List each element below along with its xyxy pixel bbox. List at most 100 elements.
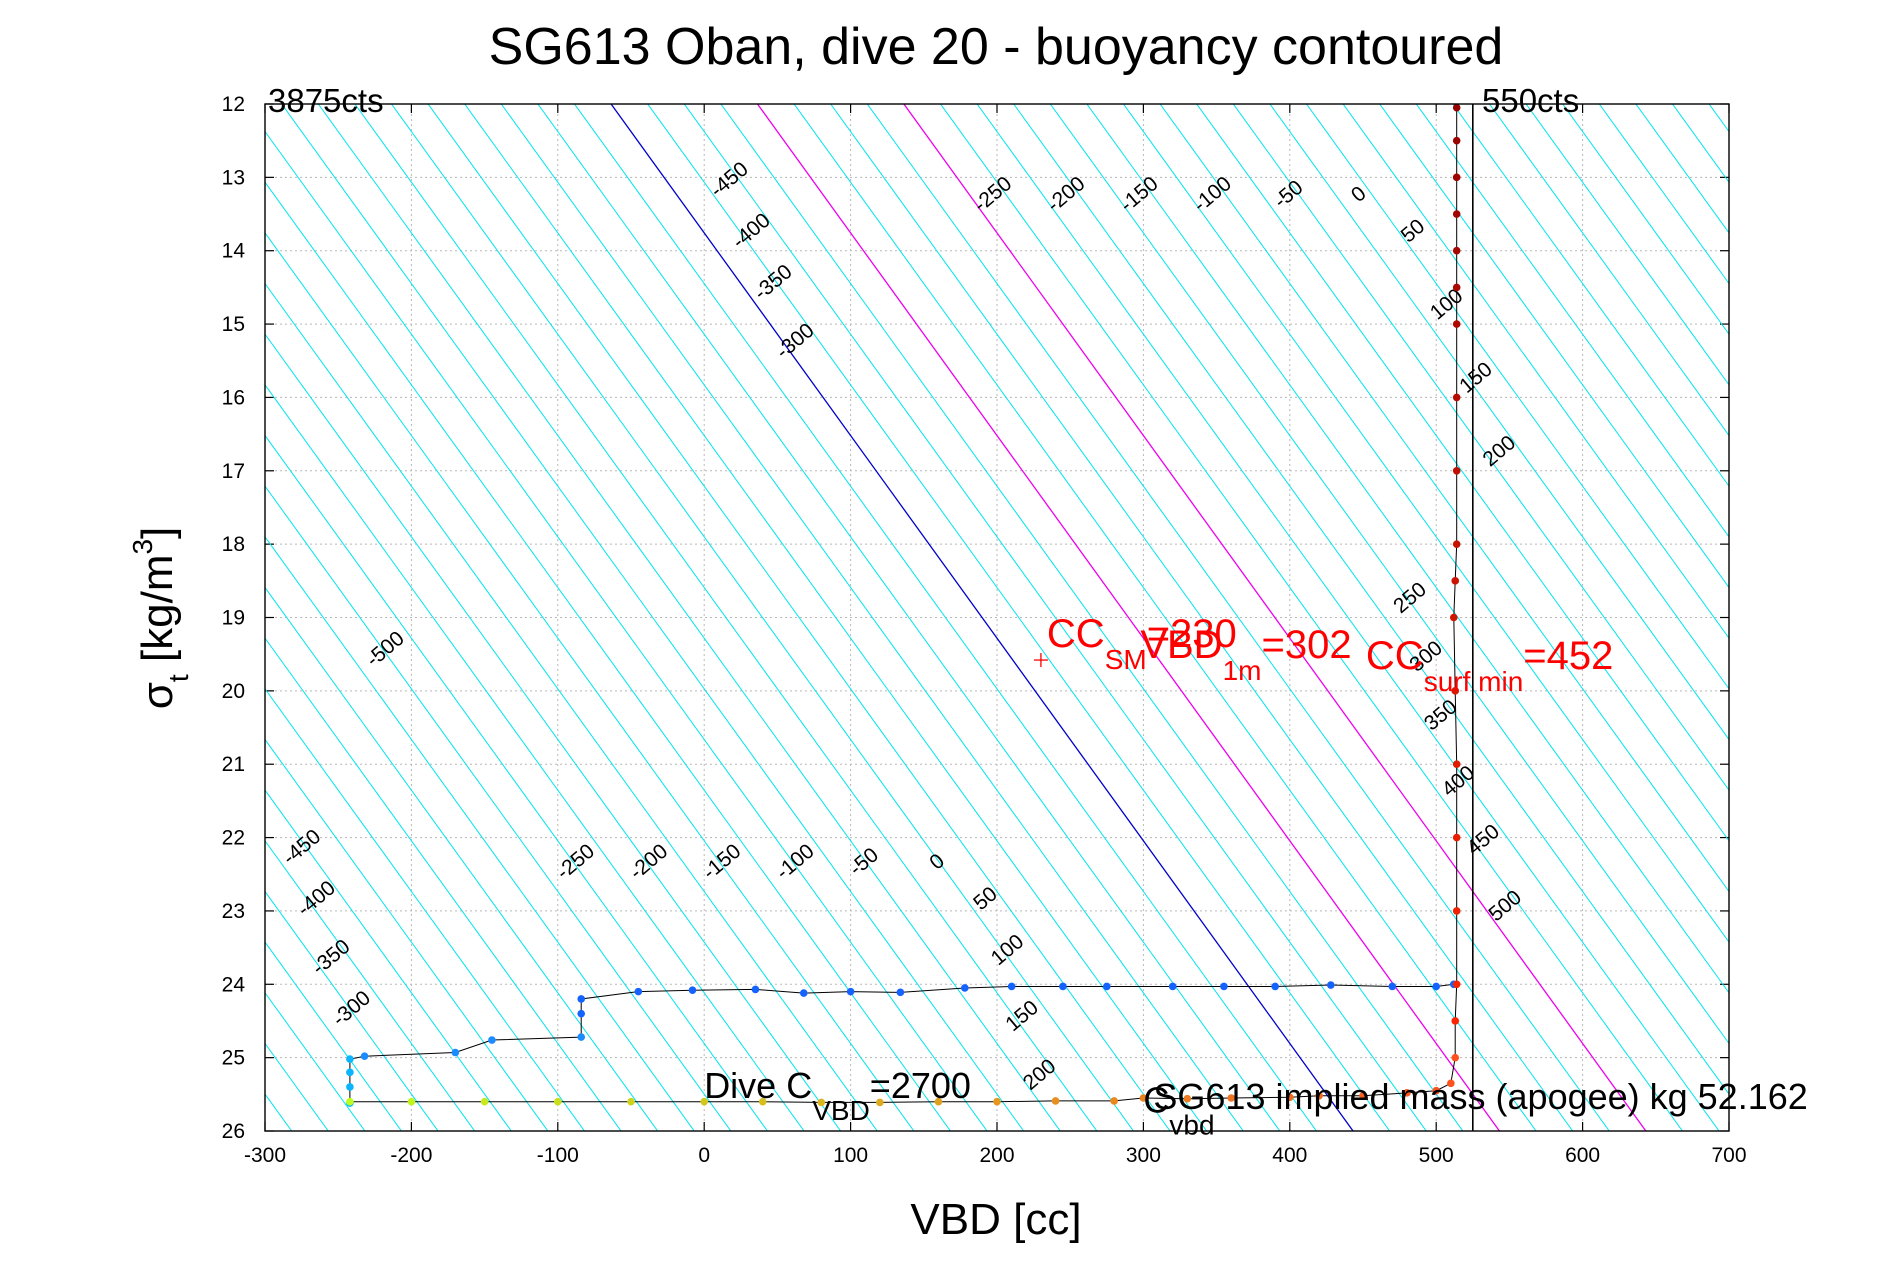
data-point xyxy=(1227,1094,1236,1102)
series-line xyxy=(349,107,1458,1103)
contour-line xyxy=(0,31,235,1205)
contour-line xyxy=(0,31,88,1205)
x-tick-labels: -300 -200 -100 0 100 200 300 400 500 600 700 xyxy=(244,1144,1747,1167)
contour-line xyxy=(756,104,1501,1131)
data-point xyxy=(1452,833,1461,842)
data-point xyxy=(1220,982,1228,991)
contour-line xyxy=(1766,31,1891,1205)
data-point xyxy=(627,1097,635,1106)
contour-line xyxy=(265,485,732,1131)
contour-line xyxy=(903,104,1647,1131)
contour-line xyxy=(265,839,476,1131)
chart-title: SG613 Oban, dive 20 - buoyancy contoured xyxy=(489,18,1504,76)
contour-line xyxy=(1802,31,1891,1205)
cc-sm-annotation: CCSM=230 xyxy=(1047,612,1237,675)
data-point xyxy=(1451,687,1460,695)
contour-line xyxy=(1049,104,1729,1045)
data-point xyxy=(1432,982,1440,991)
contour-line xyxy=(1876,31,1891,1205)
data-point xyxy=(1059,982,1067,991)
data-point xyxy=(1271,982,1279,991)
y-tick-label: 21 xyxy=(222,753,245,776)
plot-frame xyxy=(264,103,1730,1132)
contour-line xyxy=(1525,104,1729,386)
data-point xyxy=(896,988,905,997)
contour-line xyxy=(720,104,1464,1131)
y-tick-label: 25 xyxy=(222,1047,245,1070)
contour-line xyxy=(939,104,1684,1131)
contour-line xyxy=(265,789,512,1131)
data-point xyxy=(577,1033,586,1041)
c-vbd-annotation: Cvbd xyxy=(1143,1080,1214,1141)
contour-label: 150 xyxy=(1001,996,1043,1036)
x-tick-label: 600 xyxy=(1565,1144,1600,1167)
contour-label: -200 xyxy=(625,840,672,885)
contour-label: -150 xyxy=(698,840,745,885)
contour-line xyxy=(1086,104,1729,994)
data-point xyxy=(1139,1094,1148,1102)
data-point xyxy=(876,1098,884,1107)
contour-line xyxy=(573,104,1318,1131)
contour-line xyxy=(1305,104,1729,690)
buoyancy-contours xyxy=(0,31,1891,1205)
data-point xyxy=(1326,981,1335,989)
contour-label: 150 xyxy=(1455,358,1497,398)
contour-label: -200 xyxy=(1043,172,1090,217)
contour-line xyxy=(1196,104,1729,842)
contour-label: 250 xyxy=(1389,578,1431,618)
contour-line xyxy=(265,333,842,1131)
data-point xyxy=(451,1048,460,1057)
contour-label: -50 xyxy=(1270,176,1308,213)
x-tick-label: -200 xyxy=(390,1144,432,1167)
data-point xyxy=(751,985,760,994)
contour-label: 200 xyxy=(1019,1055,1061,1095)
corner-right-label: 550cts xyxy=(1482,82,1579,119)
dive-c-vbd-annotation: Dive CVBD=2700 xyxy=(704,1065,971,1126)
data-point xyxy=(1452,210,1461,218)
contour-label: -450 xyxy=(278,825,325,870)
contour-line xyxy=(866,104,1610,1131)
data-point xyxy=(1007,982,1016,991)
data-point xyxy=(1051,1097,1060,1105)
data-point xyxy=(1183,1094,1192,1103)
data-point xyxy=(1168,982,1177,991)
data-point xyxy=(1452,760,1461,769)
contour-line xyxy=(265,434,769,1131)
corner-left-label: 3875cts xyxy=(268,82,384,119)
contour-line xyxy=(265,1042,329,1131)
x-tick-label: 0 xyxy=(698,1144,710,1167)
contour-line xyxy=(265,738,549,1131)
contour-label: -350 xyxy=(750,260,797,305)
contour-label: -350 xyxy=(308,935,355,980)
contour-line xyxy=(1598,104,1729,285)
x-tick-label: 100 xyxy=(833,1144,868,1167)
cc-sm-marker xyxy=(1033,653,1048,668)
contour-line xyxy=(1379,104,1729,589)
data-point xyxy=(346,1083,354,1091)
data-point xyxy=(346,1068,354,1077)
data-point xyxy=(1432,1086,1440,1095)
contour-line xyxy=(0,31,52,1205)
y-tick-label: 23 xyxy=(222,900,245,923)
x-tick-label: 300 xyxy=(1126,1144,1161,1167)
data-point xyxy=(1452,540,1461,548)
x-tick-label: 700 xyxy=(1711,1144,1746,1167)
data-point xyxy=(480,1097,489,1106)
data-point xyxy=(1103,982,1111,991)
contour-line xyxy=(354,104,1098,1131)
data-point xyxy=(1388,982,1397,991)
data-point xyxy=(488,1036,496,1044)
contour-line xyxy=(265,232,915,1131)
x-axis-label: VBD [cc] xyxy=(910,1195,1081,1244)
contour-line xyxy=(610,104,1354,1131)
data-point xyxy=(634,987,643,996)
contour-line xyxy=(281,104,1025,1131)
data-point xyxy=(1403,1089,1411,1097)
data-point xyxy=(993,1097,1001,1106)
contour-line xyxy=(1839,31,1891,1205)
contour-line xyxy=(265,282,878,1131)
data-point xyxy=(700,1097,708,1106)
data-point xyxy=(688,986,697,994)
contour-line xyxy=(0,31,15,1205)
data-point xyxy=(934,1097,943,1106)
